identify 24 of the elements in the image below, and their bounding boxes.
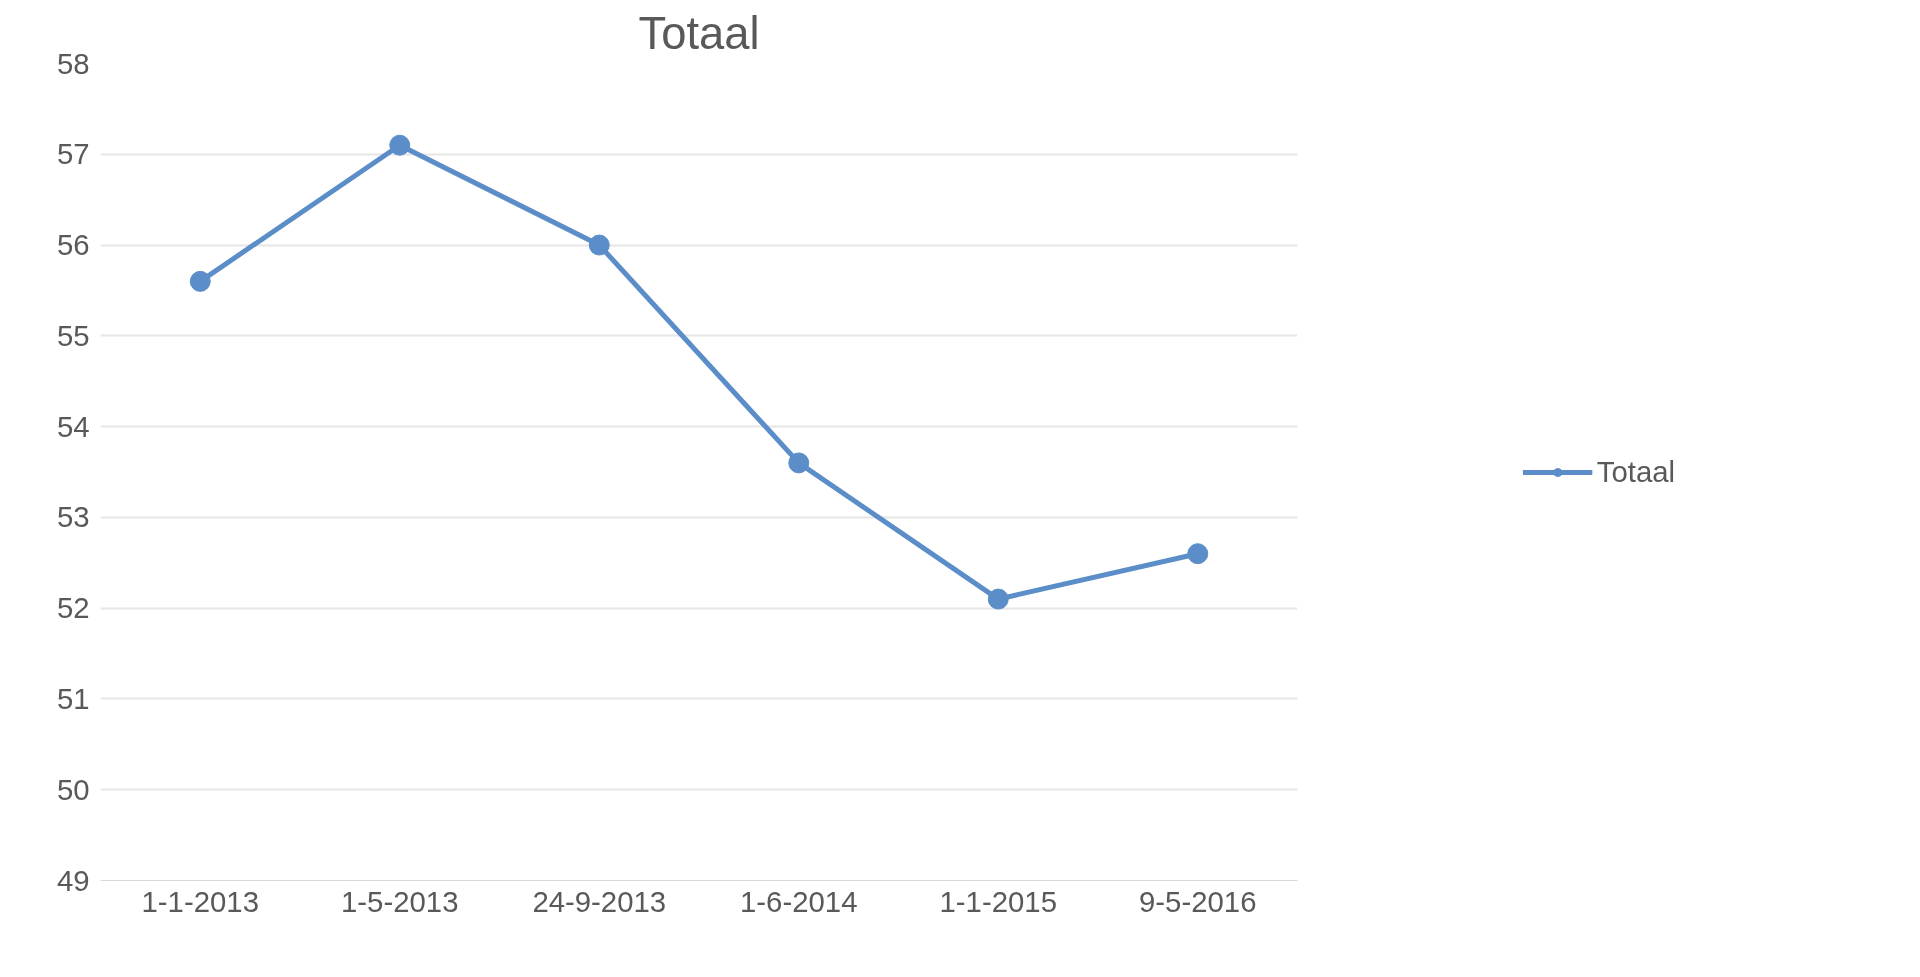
point	[189, 270, 211, 292]
y-tick-label: 49	[56, 863, 90, 897]
y-tick-label: 58	[56, 46, 90, 80]
y-tick-label: 50	[56, 772, 90, 806]
y-tick-label: 53	[56, 500, 90, 534]
point	[1187, 543, 1209, 565]
point	[588, 234, 610, 256]
y-tick-label: 51	[56, 681, 90, 715]
point	[389, 134, 411, 156]
y-tick-label: 54	[56, 409, 90, 443]
point	[987, 588, 1009, 610]
y-tick-label: 57	[56, 137, 90, 171]
x-tick-label: 1-6-2014	[740, 884, 858, 918]
y-tick-label: 55	[56, 318, 90, 352]
x-tick-label: 24-9-2013	[532, 884, 667, 918]
point	[788, 452, 810, 474]
y-tick-label: 52	[56, 591, 90, 625]
chart-title: Totaal	[638, 7, 760, 59]
legend-label: Totaal	[1596, 454, 1676, 489]
x-tick-label: 1-5-2013	[341, 884, 459, 918]
x-tick-label: 1-1-2015	[939, 884, 1057, 918]
x-tick-label: 9-5-2016	[1139, 884, 1257, 918]
y-tick-label: 56	[56, 228, 90, 262]
x-tick-label: 1-1-2013	[141, 884, 259, 918]
